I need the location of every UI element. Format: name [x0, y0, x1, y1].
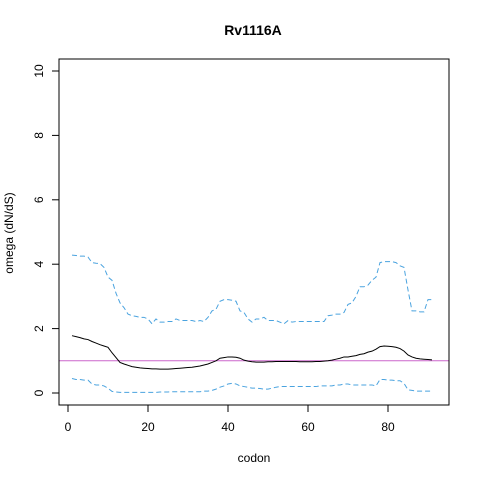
lower-bound-line: [71, 378, 432, 393]
y-tick-label-4: 4: [32, 261, 46, 268]
x-tick-label-40: 40: [221, 420, 235, 434]
x-tick-label-80: 80: [381, 420, 395, 434]
y-tick-label-8: 8: [32, 132, 46, 139]
x-tick-label-0: 0: [65, 420, 72, 434]
x-axis-label: codon: [238, 451, 271, 465]
x-tick-label-20: 20: [141, 420, 155, 434]
plot-area: [59, 254, 449, 393]
y-tick-label-2: 2: [32, 325, 46, 332]
y-tick-label-0: 0: [32, 389, 46, 396]
x-tick-label-60: 60: [301, 420, 315, 434]
upper-bound-line: [71, 254, 432, 325]
chart-title: Rv1116A: [224, 22, 282, 38]
y-tick-label-6: 6: [32, 196, 46, 203]
y-tick-label-10: 10: [32, 64, 46, 78]
y-axis-label: omega (dN/dS): [2, 192, 16, 273]
omega-mean-line: [71, 335, 433, 370]
